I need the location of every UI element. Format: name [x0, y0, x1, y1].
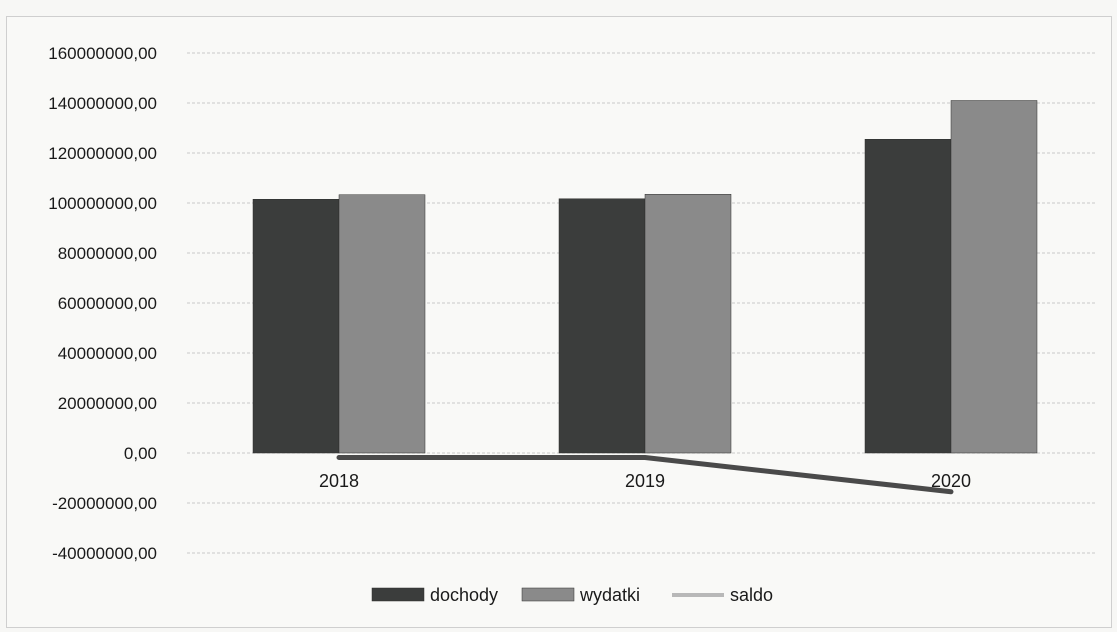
y-tick-label: 20000000,00	[58, 394, 157, 413]
bar-wydatki-2018	[338, 194, 426, 454]
y-tick-label: 100000000,00	[48, 194, 157, 213]
y-tick-label: 80000000,00	[58, 244, 157, 263]
x-axis-category-labels: 2018 2019 2020	[319, 471, 971, 491]
y-tick-label: 160000000,00	[48, 44, 157, 63]
y-tick-label: 140000000,00	[48, 94, 157, 113]
legend-label-dochody: dochody	[430, 585, 498, 605]
y-tick-label: 60000000,00	[58, 294, 157, 313]
bar-dochody-2018	[252, 199, 340, 454]
legend-swatch-wydatki	[521, 587, 575, 602]
bars	[252, 100, 1038, 454]
x-category-label: 2019	[625, 471, 665, 491]
bar-dochody-2019	[558, 198, 646, 454]
y-tick-label: 120000000,00	[48, 144, 157, 163]
legend-label-wydatki: wydatki	[579, 585, 640, 605]
legend: dochody wydatki saldo	[371, 585, 773, 605]
legend-swatch-dochody	[371, 587, 425, 602]
x-category-label: 2020	[931, 471, 971, 491]
saldo-line-layer	[336, 455, 954, 495]
bar-chart: 160000000,00 140000000,00 120000000,00 1000…	[48, 44, 1097, 605]
series-line-saldo	[336, 455, 954, 495]
y-tick-label: -40000000,00	[52, 544, 157, 563]
x-category-label: 2018	[319, 471, 359, 491]
bar-dochody-2020	[864, 139, 952, 454]
chart-frame: 160000000,00 140000000,00 120000000,00 1000…	[6, 16, 1112, 628]
bar-wydatki-2019	[644, 194, 732, 454]
legend-label-saldo: saldo	[730, 585, 773, 605]
y-tick-label: 40000000,00	[58, 344, 157, 363]
y-axis-tick-labels: 160000000,00 140000000,00 120000000,00 1000…	[48, 44, 157, 563]
bar-wydatki-2020	[950, 100, 1038, 454]
y-tick-label: 0,00	[124, 444, 157, 463]
y-tick-label: -20000000,00	[52, 494, 157, 513]
